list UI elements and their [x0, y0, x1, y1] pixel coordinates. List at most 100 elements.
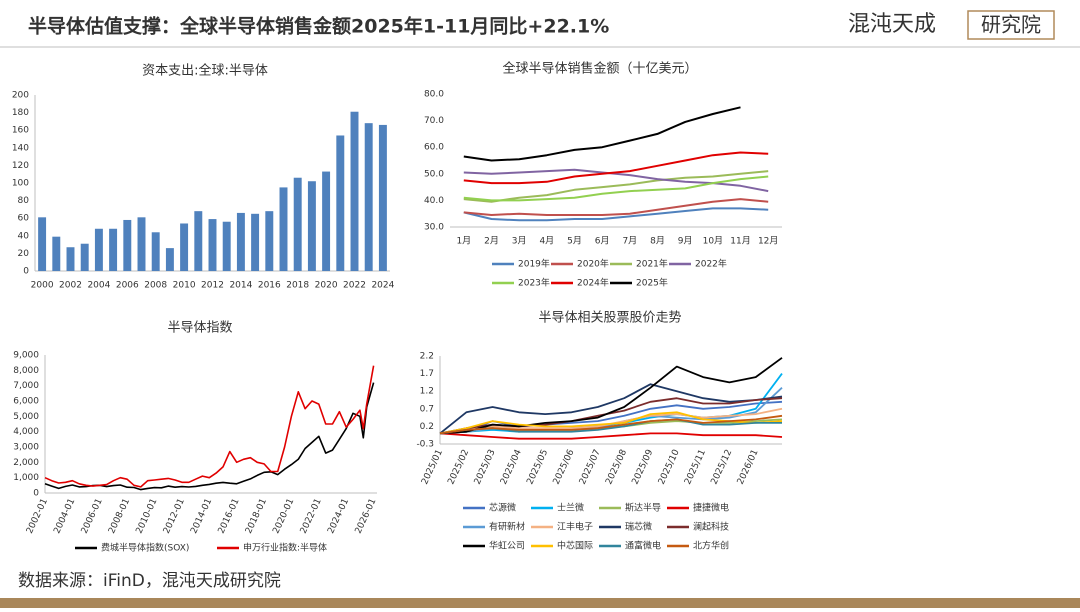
legend-label: 芯源微 — [489, 502, 516, 514]
y-tick-label: 70.0 — [424, 116, 444, 126]
logo-text: 混沌天成 — [848, 12, 936, 37]
bar — [52, 236, 61, 271]
legend-label: 申万行业指数:半导体 — [243, 542, 327, 554]
legend-label: 2019年 — [518, 258, 550, 270]
series-line — [439, 383, 783, 435]
y-tick-label: 40.0 — [424, 196, 444, 206]
legend-label: 江丰电子 — [557, 521, 593, 533]
bar — [165, 248, 174, 271]
y-tick-label: 80 — [18, 196, 30, 206]
x-tick-label: 2025/10 — [657, 448, 682, 486]
x-tick-label: 2004-01 — [52, 497, 77, 535]
y-tick-label: 2.2 — [420, 352, 434, 362]
logo-text: 研究院 — [981, 13, 1041, 37]
y-tick-label: 160 — [12, 126, 29, 136]
y-tick-label: 100 — [12, 179, 29, 189]
x-tick-label: 4月 — [539, 236, 554, 247]
bar — [94, 228, 103, 271]
x-tick-label: 2002-01 — [25, 497, 50, 535]
bar — [109, 228, 118, 271]
series-line — [463, 151, 769, 185]
x-tick-label: 2018-01 — [244, 497, 269, 535]
legend-label: 捷捷微电 — [693, 502, 729, 514]
x-tick-label: 2025/11 — [683, 448, 708, 486]
y-tick-label: 1.2 — [420, 387, 434, 397]
x-tick-label: 2008 — [144, 281, 167, 291]
legend-label: 瑞芯微 — [625, 521, 652, 533]
bar — [307, 181, 316, 271]
x-tick-label: 2026-01 — [354, 497, 379, 535]
chart-title: 资本支出:全球:半导体 — [142, 63, 268, 79]
bar — [66, 247, 75, 271]
series-line — [463, 106, 741, 162]
y-tick-label: 6,000 — [13, 397, 39, 407]
x-tick-label: 2025/05 — [525, 448, 550, 486]
bar — [236, 212, 245, 271]
logo-box — [967, 10, 1055, 40]
y-tick-label: 9,000 — [13, 351, 39, 361]
bar — [180, 223, 189, 271]
legend-label: 2020年 — [577, 258, 609, 270]
series-line — [439, 414, 783, 435]
x-tick-label: 2008-01 — [107, 497, 132, 535]
chart-title: 半导体相关股票股价走势 — [538, 310, 681, 326]
bar — [336, 135, 345, 271]
x-tick-label: 2014 — [229, 281, 252, 291]
x-tick-label: 1月 — [456, 236, 471, 247]
y-tick-label: 120 — [12, 161, 29, 171]
legend-label: 中芯国际 — [557, 540, 593, 552]
y-tick-label: 30.0 — [424, 223, 444, 233]
y-tick-label: 20 — [18, 249, 30, 259]
legend-label: 有研新材 — [489, 521, 525, 533]
x-tick-label: 8月 — [650, 236, 665, 247]
x-tick-label: 2002 — [59, 281, 82, 291]
y-tick-label: 40 — [18, 231, 30, 241]
series-line — [439, 357, 783, 435]
x-tick-label: 2000 — [31, 281, 54, 291]
bar — [322, 171, 331, 271]
y-tick-label: -0.3 — [416, 440, 434, 450]
x-tick-label: 2016-01 — [217, 497, 242, 535]
y-tick-label: 0 — [23, 267, 29, 277]
x-tick-label: 2025/04 — [499, 448, 524, 486]
x-tick-label: 2012-01 — [162, 497, 187, 535]
y-tick-label: 2,000 — [13, 458, 39, 468]
chart-title: 半导体指数 — [167, 321, 232, 336]
bar — [208, 219, 217, 271]
legend-label: 士兰微 — [557, 502, 584, 514]
x-tick-label: 2020-01 — [271, 497, 296, 535]
x-tick-label: 2016 — [258, 281, 281, 291]
x-tick-label: 2025/02 — [446, 448, 471, 486]
legend-label: 2023年 — [518, 277, 550, 289]
y-tick-label: 1,000 — [13, 473, 39, 483]
x-tick-label: 3月 — [512, 236, 527, 247]
series-line — [439, 432, 783, 440]
series-line — [463, 198, 769, 216]
x-tick-label: 12月 — [758, 236, 778, 247]
y-tick-label: 80.0 — [424, 90, 444, 100]
bar — [279, 187, 288, 271]
bar — [364, 123, 373, 271]
x-tick-label: 2024 — [371, 281, 394, 291]
x-tick-label: 2022 — [343, 281, 366, 291]
x-tick-label: 2025/06 — [552, 448, 577, 486]
x-tick-label: 2025/07 — [578, 448, 603, 486]
bar — [222, 221, 231, 271]
bar — [123, 219, 132, 271]
x-tick-label: 5月 — [567, 236, 582, 247]
legend-label: 通富微电 — [625, 540, 661, 552]
y-tick-label: 1.7 — [420, 369, 434, 379]
y-tick-label: 50.0 — [424, 169, 444, 179]
x-tick-label: 2月 — [484, 236, 499, 247]
page-title: 半导体估值支撑：全球半导体销售金额2025年1-11月同比+22.1% — [28, 15, 609, 38]
legend-label: 斯达半导 — [625, 502, 661, 514]
x-tick-label: 2024-01 — [326, 497, 351, 535]
legend-label: 澜起科技 — [693, 521, 729, 533]
bar — [350, 111, 359, 271]
bar — [194, 211, 203, 271]
y-tick-label: 60 — [18, 214, 30, 224]
y-tick-label: 5,000 — [13, 412, 39, 422]
footer-bar — [0, 598, 1080, 608]
y-tick-label: 200 — [12, 91, 29, 101]
